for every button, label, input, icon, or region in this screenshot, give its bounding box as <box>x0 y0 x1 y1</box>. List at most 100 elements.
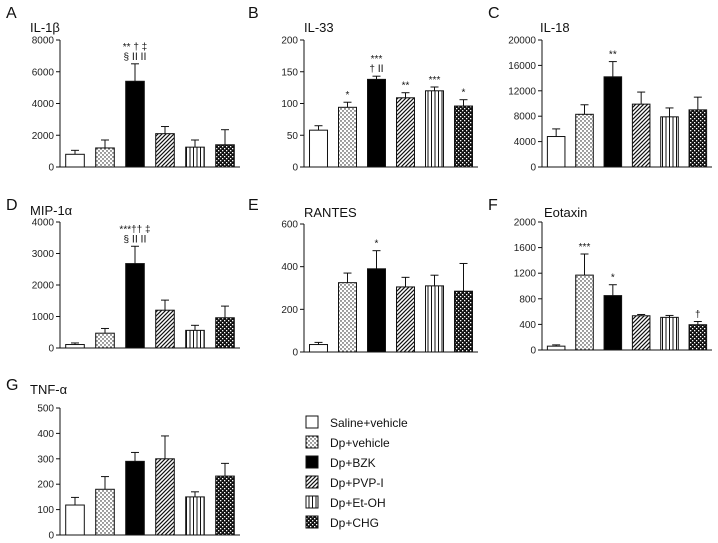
chart-d-ytick-label: 2000 <box>32 281 55 292</box>
chart-c-bar <box>603 76 623 168</box>
chart-c-ytick-label: 12000 <box>508 86 536 97</box>
panel-g-letter: G <box>6 377 18 394</box>
chart-d-ytick-label: 0 <box>48 344 54 355</box>
chart-a-bar <box>125 80 145 168</box>
chart-f-bar <box>660 316 679 351</box>
chart-b-bar <box>367 78 386 168</box>
chart-f-bar <box>603 295 623 351</box>
panel-c-title: IL-18 <box>540 20 570 35</box>
legend-swatch-dp-pvp-i <box>305 475 319 489</box>
chart-e: 0 200 400 600 * <box>281 220 478 359</box>
chart-g-bar <box>65 504 85 536</box>
chart-e-bar <box>454 290 473 353</box>
chart-g-bar <box>95 488 115 536</box>
panel-a-letter: A <box>6 5 17 22</box>
chart-f-bar <box>575 274 594 351</box>
chart-b-significance-label: ** <box>402 81 410 92</box>
panel-c-letter: C <box>488 5 500 22</box>
chart-e-bar <box>367 268 386 353</box>
chart-e-ytick-label: 0 <box>292 348 298 359</box>
chart-g-ytick-label: 0 <box>48 531 54 542</box>
chart-a-bar <box>155 133 175 168</box>
chart-f-ytick-label: 2000 <box>514 218 537 229</box>
chart-g-ytick-label: 200 <box>37 480 54 491</box>
chart-g: 0 100 200 300 400 500 <box>37 404 240 542</box>
chart-f-significance-label: *** <box>579 242 591 253</box>
panel-d-letter: D <box>6 197 18 214</box>
chart-a-ytick-label: 0 <box>48 163 54 174</box>
chart-c-bar <box>688 109 708 168</box>
chart-f-ytick-label: 400 <box>519 320 536 331</box>
chart-b-significance-label: † ⅠⅠ <box>369 64 383 75</box>
chart-d-bar <box>95 332 115 349</box>
legend-label-dp-bzk: Dp+BZK <box>330 456 376 470</box>
panel-f-letter: F <box>488 197 498 214</box>
chart-c-bar <box>631 103 651 168</box>
chart-a-bar <box>215 144 235 168</box>
chart-c-ytick-label: 16000 <box>508 61 536 72</box>
chart-b-significance-label: *** <box>371 54 383 65</box>
chart-a-significance-label: § ⅠⅠ ⅠⅠ <box>124 52 147 63</box>
chart-b-ytick-label: 0 <box>292 163 298 174</box>
chart-b-bar <box>309 129 328 168</box>
chart-a-significance-label: ** † ‡ <box>123 42 147 53</box>
chart-b-ytick-label: 50 <box>287 131 299 142</box>
chart-d-ytick-label: 4000 <box>32 218 55 229</box>
chart-g-bar <box>155 458 175 536</box>
chart-d-bar <box>155 309 175 349</box>
chart-a: 0 2000 4000 6000 8000 ** † ‡§ ⅠⅠ ⅠⅠ <box>32 36 240 174</box>
legend-swatch-dp-bzk <box>305 455 319 469</box>
chart-g-ytick-label: 100 <box>37 505 54 516</box>
chart-d-ytick-label: 1000 <box>32 312 55 323</box>
legend-swatch-dp-chg <box>305 515 319 529</box>
legend-label-dp-chg: Dp+CHG <box>330 516 379 530</box>
panel-g-title: TNF-α <box>30 382 68 397</box>
legend-label-dp-vehicle: Dp+vehicle <box>330 436 390 450</box>
chart-b-bar <box>338 106 357 168</box>
chart-f-bar <box>546 345 566 351</box>
legend-label-dp-et-oh: Dp+Et-OH <box>330 496 386 510</box>
chart-a-ytick-label: 6000 <box>32 67 55 78</box>
panel-a-title: IL-1β <box>30 20 60 35</box>
chart-a-ytick-label: 4000 <box>32 99 55 110</box>
chart-g-ytick-label: 400 <box>37 429 54 440</box>
chart-e-bar <box>396 286 415 353</box>
chart-f-bar <box>688 324 708 351</box>
legend-swatch-saline-vehicle <box>305 415 319 429</box>
chart-b-ytick-label: 200 <box>281 36 298 47</box>
chart-g-ytick-label: 300 <box>37 454 54 465</box>
chart-c-bar <box>575 113 594 168</box>
chart-f-ytick-label: 1200 <box>514 269 537 280</box>
chart-g-bar <box>215 475 235 536</box>
chart-b-ytick-label: 100 <box>281 99 298 110</box>
chart-d-bar <box>215 317 235 349</box>
legend: Saline+vehicle Dp+vehicle Dp+BZK Dp+PVP-… <box>305 415 408 530</box>
chart-b-significance-label: * <box>462 88 466 99</box>
chart-e-ytick-label: 600 <box>281 220 298 231</box>
chart-c-bar <box>660 116 679 168</box>
chart-c-ytick-label: 0 <box>530 163 536 174</box>
chart-f-significance-label: † <box>695 310 701 321</box>
chart-g-ytick-label: 500 <box>37 404 54 415</box>
chart-e-bar <box>425 285 444 353</box>
chart-c-bar <box>546 136 566 168</box>
chart-e-bar <box>309 344 328 353</box>
panel-e-letter: E <box>248 197 259 214</box>
legend-swatch-dp-vehicle <box>305 435 319 449</box>
chart-b-ytick-label: 150 <box>281 67 298 78</box>
legend-swatch-dp-et-oh <box>305 495 319 509</box>
chart-g-bar <box>125 460 145 536</box>
chart-g-bar <box>185 496 205 536</box>
chart-a-bar <box>95 147 115 168</box>
chart-d-bar <box>65 344 85 349</box>
chart-a-bar <box>185 146 205 168</box>
legend-label-saline-vehicle: Saline+vehicle <box>330 416 408 430</box>
chart-e-ytick-label: 200 <box>281 305 298 316</box>
chart-d-ytick-label: 3000 <box>32 249 55 260</box>
chart-f-ytick-label: 800 <box>519 294 536 305</box>
chart-c-ytick-label: 8000 <box>514 112 537 123</box>
